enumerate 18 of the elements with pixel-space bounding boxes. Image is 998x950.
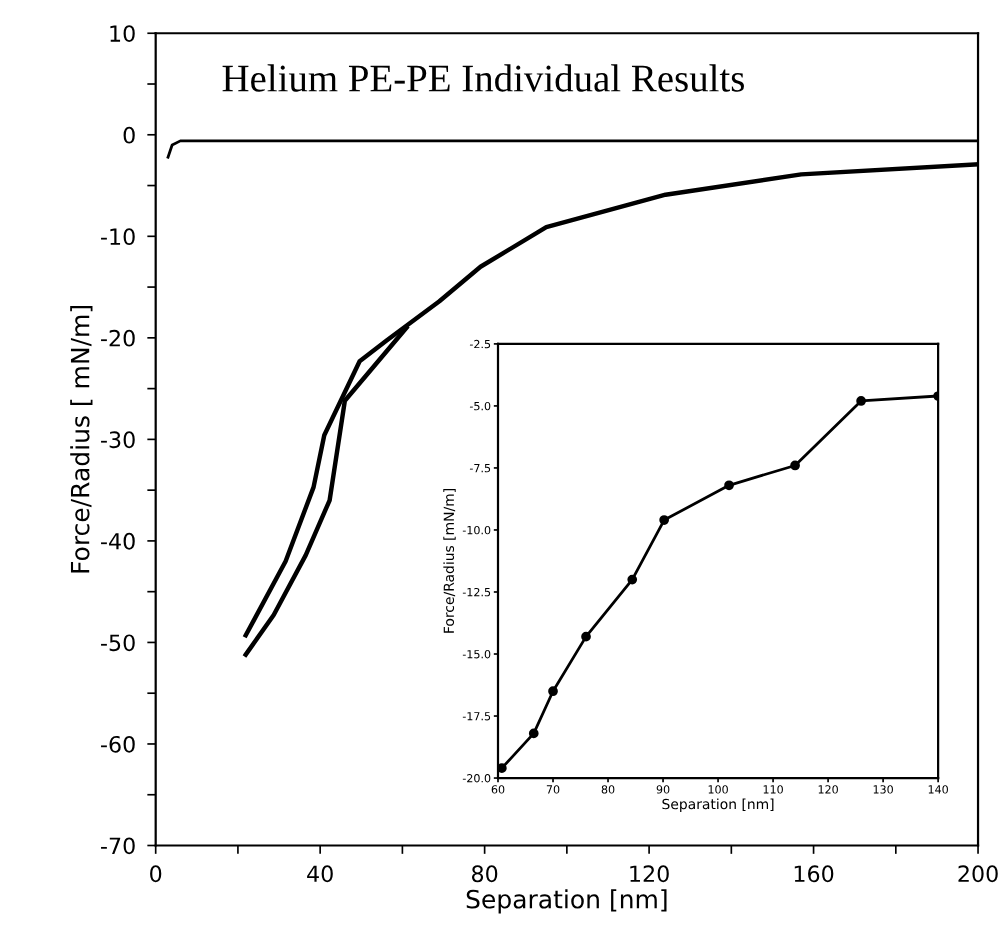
y-tick-label: 0	[123, 126, 135, 144]
y-tick-label: -40	[101, 532, 135, 550]
x-tick-label: 0	[150, 865, 162, 883]
y-tick-label: -20	[101, 329, 135, 347]
y-axis-title: Force/Radius [ mN/m]	[70, 305, 93, 573]
y-tick-label: -30	[101, 431, 135, 449]
y-tick-label: -60	[101, 735, 135, 753]
x-tick-label: 120	[630, 865, 669, 883]
x-tick-label: 40	[307, 865, 333, 883]
text: Helium PE-PE Individual Results	[222, 64, 744, 92]
x-tick-label: 160	[794, 865, 834, 883]
y-tick-label: 10	[110, 25, 135, 43]
y-tick-label: -70	[101, 837, 135, 855]
y-tick-label: -10	[101, 228, 135, 246]
y-tick-label: -50	[101, 634, 135, 652]
x-tick-label: 80	[472, 865, 498, 883]
x-axis-title: Separation [nm]	[466, 889, 667, 914]
x-tick-label: 200	[958, 865, 998, 883]
